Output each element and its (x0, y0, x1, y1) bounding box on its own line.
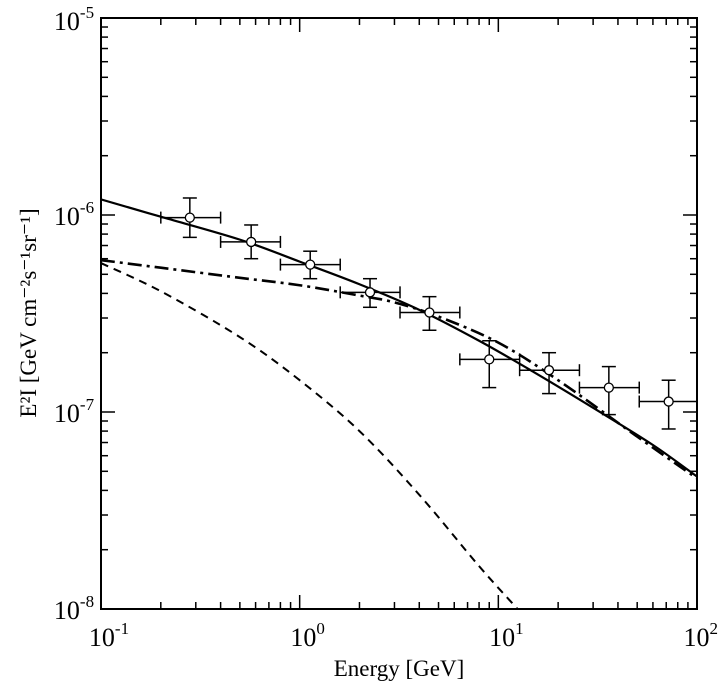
y-tick-label: 10-7 (54, 395, 95, 428)
data-marker (663, 396, 674, 407)
data-point (578, 365, 640, 416)
x-tick-label: 10-1 (89, 619, 129, 652)
data-point (339, 277, 401, 309)
data-point (279, 250, 341, 280)
x-tick-label: 101 (489, 619, 524, 652)
series-component-dashed (101, 262, 519, 609)
data-marker (246, 236, 257, 248)
tick-labels: 10-1 100 101 102 10-8 10-7 10-6 10-5 (54, 3, 718, 652)
x-tick-label: 100 (290, 619, 325, 652)
data-marker (603, 382, 615, 393)
data-marker (305, 259, 316, 270)
y-tick-label: 10-5 (54, 3, 94, 36)
data-marker (543, 365, 555, 376)
y-axis-label: E²I [GeV cm⁻²s⁻¹sr⁻¹] (16, 208, 41, 417)
data-point (518, 351, 581, 395)
y-tick-label: 10-6 (54, 198, 94, 231)
data-point (459, 339, 521, 389)
data-point (160, 197, 222, 239)
data-marker (484, 354, 495, 365)
axis-ticks (100, 18, 697, 610)
data-point (219, 224, 282, 260)
x-axis-label: Energy [GeV] (334, 656, 465, 681)
series-component-dash-dot (101, 258, 697, 480)
data-marker (364, 287, 376, 298)
model-curves (101, 198, 697, 609)
data-point (399, 295, 461, 332)
plot-frame (100, 17, 698, 610)
data-marker (184, 212, 195, 223)
data-points (160, 197, 698, 430)
x-tick-label: 102 (684, 619, 719, 652)
y-tick-label: 10-8 (54, 592, 94, 625)
data-marker (424, 307, 435, 318)
